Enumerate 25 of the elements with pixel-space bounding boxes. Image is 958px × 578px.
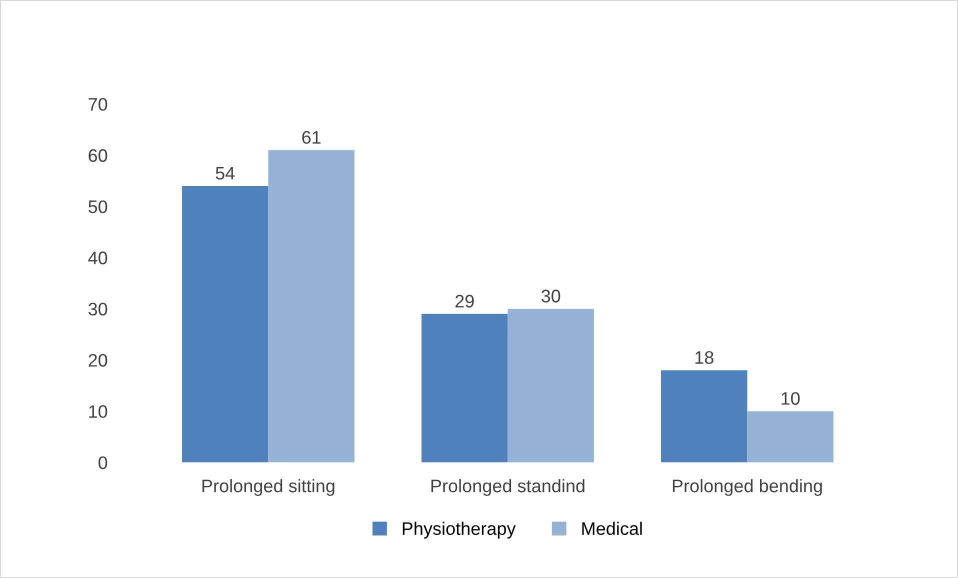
bar [508, 308, 594, 462]
x-tick-label: Prolonged sitting [202, 479, 334, 496]
bar [422, 314, 508, 462]
y-tick-label: 70 [88, 98, 108, 111]
data-label: 54 [216, 167, 235, 180]
bar [268, 150, 354, 462]
y-tick-label: 30 [88, 302, 108, 316]
y-tick-label: 50 [88, 200, 108, 214]
x-tick-label: Prolonged standind [431, 479, 584, 496]
bar [661, 370, 748, 462]
y-tick-label: 20 [88, 354, 108, 367]
y-tick-label: 40 [88, 252, 108, 264]
y-tick-label: 60 [88, 149, 108, 162]
y-tick-label: 10 [89, 405, 108, 418]
bar [182, 186, 268, 462]
data-label: 18 [695, 351, 714, 364]
data-label: 29 [456, 294, 474, 308]
legend-label: Medical [582, 522, 642, 536]
data-label: 30 [542, 290, 560, 302]
y-tick-label: 0 [98, 456, 108, 470]
bar [747, 411, 834, 462]
legend-label: Physiotherapy [402, 522, 516, 539]
data-label: 61 [302, 130, 321, 144]
x-tick-label: Prolonged bending [672, 479, 822, 496]
data-label: 10 [782, 392, 800, 405]
